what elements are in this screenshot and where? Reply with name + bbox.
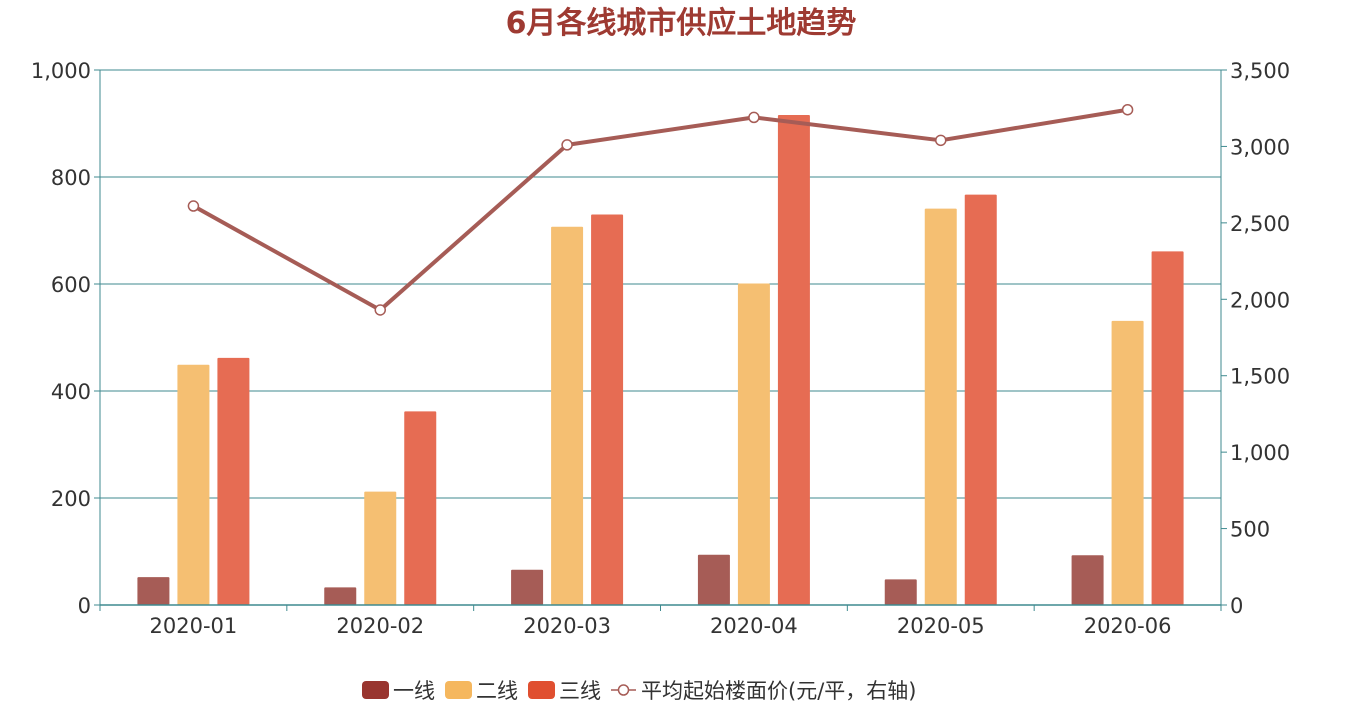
bar-三线-2020-03[interactable] [591, 214, 624, 605]
x-axis-tick-label: 2020-03 [523, 614, 611, 638]
legend-marker [617, 684, 630, 696]
left-axis-tick-label: 600 [51, 273, 91, 297]
legend-item-平均起始楼面价(元/平，右轴)[interactable]: 平均起始楼面价(元/平，右轴) [611, 679, 916, 703]
bar-三线-2020-02[interactable] [404, 411, 437, 605]
line-point-2020-03[interactable] [561, 139, 573, 151]
x-axis-tick-label: 2020-04 [710, 614, 798, 638]
legend[interactable]: 一线 二线 三线 平均起始楼面价(元/平，右轴) [362, 679, 916, 703]
right-axis-tick-label: 0 [1230, 594, 1243, 618]
legend-label: 一线 [393, 679, 435, 703]
line-point-2020-06[interactable] [1121, 103, 1134, 116]
right-axis-tick-label: 3,000 [1230, 135, 1290, 159]
right-axis-tick-label: 1,000 [1230, 441, 1290, 465]
bar-二线-2020-02[interactable] [364, 491, 397, 605]
bar-二线-2020-04[interactable] [737, 283, 770, 605]
bar-一线-2020-05[interactable] [884, 579, 917, 605]
left-axis-tick-label: 200 [51, 487, 91, 511]
bar-一线-2020-04[interactable] [697, 554, 730, 605]
bar-二线-2020-03[interactable] [551, 226, 584, 605]
bar-三线-2020-04[interactable] [777, 114, 810, 605]
gridlines [100, 69, 1221, 499]
bars [137, 114, 1184, 606]
bar-一线-2020-02[interactable] [324, 587, 357, 605]
line-point-2020-01[interactable] [187, 200, 200, 212]
legend-swatch [528, 681, 555, 699]
x-axis-tick-label: 2020-01 [150, 614, 238, 638]
line-point-2020-04[interactable] [748, 111, 760, 124]
legend-label: 平均起始楼面价(元/平，右轴) [641, 679, 916, 703]
legend-swatch [362, 681, 389, 699]
line-point-2020-02[interactable] [374, 304, 386, 316]
x-axis-tick-label: 2020-02 [336, 614, 424, 638]
bar-二线-2020-05[interactable] [924, 208, 957, 605]
right-axis-tick-label: 1,500 [1230, 365, 1290, 389]
line-平均起始楼面价(元/平，右轴)[interactable] [192, 107, 1128, 312]
right-axis-tick-label: 2,500 [1230, 212, 1290, 236]
right-axis-tick-label: 3,500 [1230, 59, 1290, 83]
left-axis-tick-label: 0 [78, 594, 91, 618]
bar-三线-2020-05[interactable] [964, 194, 997, 605]
legend-label: 二线 [476, 679, 518, 703]
bar-三线-2020-06[interactable] [1151, 251, 1184, 606]
legend-item-三线[interactable]: 三线 [528, 679, 601, 703]
left-axis-tick-label: 800 [51, 166, 91, 190]
x-axis-tick-label: 2020-06 [1084, 614, 1172, 638]
legend-item-二线[interactable]: 二线 [445, 679, 518, 703]
legend-label: 三线 [559, 679, 601, 703]
bar-二线-2020-01[interactable] [177, 364, 210, 605]
left-axis-tick-label: 400 [51, 380, 91, 404]
chart-title: 6月各线城市供应土地趋势 [506, 6, 857, 41]
axes: 0 200 400 600 800 1,000 0 500 1,000 1,500 2,000 2,5… [31, 59, 1290, 638]
line-series [187, 103, 1134, 316]
left-axis-tick-label: 1,000 [31, 59, 91, 83]
x-axis-tick-label: 2020-05 [897, 614, 985, 638]
legend-item-一线[interactable]: 一线 [362, 679, 435, 703]
legend-swatch [445, 681, 472, 699]
bar-一线-2020-06[interactable] [1071, 555, 1104, 605]
bar-一线-2020-01[interactable] [137, 577, 170, 605]
right-axis-tick-label: 2,000 [1230, 288, 1290, 312]
bar-三线-2020-01[interactable] [217, 357, 250, 605]
right-axis-tick-label: 500 [1230, 518, 1270, 542]
line-point-2020-05[interactable] [935, 134, 947, 147]
bar-二线-2020-06[interactable] [1111, 320, 1144, 605]
bar-一线-2020-03[interactable] [511, 569, 544, 605]
